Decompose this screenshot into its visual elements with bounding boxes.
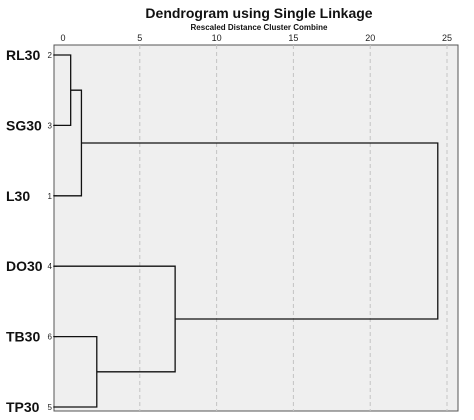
x-axis-ticks: 0 5 10 15 20 25	[60, 33, 452, 43]
plot-background	[53, 44, 459, 412]
leaf-label: L30	[6, 188, 30, 204]
chart-title: Dendrogram using Single Linkage	[145, 5, 373, 21]
x-tick-label: 10	[212, 33, 222, 43]
x-tick-label: 25	[442, 33, 452, 43]
x-tick-label: 5	[137, 33, 142, 43]
case-number: 2	[48, 51, 53, 60]
case-number: 5	[48, 403, 53, 412]
case-number: 1	[48, 192, 53, 201]
case-number: 4	[48, 262, 53, 271]
dendrogram-links	[54, 54, 439, 408]
leaf-label: RL30	[6, 47, 40, 63]
x-tick-label: 0	[60, 33, 65, 43]
merge-link	[81, 142, 439, 320]
leaf-label: DO30	[6, 258, 43, 274]
x-tick-label: 15	[288, 33, 298, 43]
case-number: 6	[48, 333, 53, 342]
case-number: 3	[48, 121, 53, 130]
leaf-label: SG30	[6, 117, 42, 133]
leaf-labels: RL30 2 SG30 3 L30 1 DO30 4 TB30 6 TP30 5	[6, 47, 57, 415]
leaf-label: TP30	[6, 399, 40, 415]
x-tick-label: 20	[365, 33, 375, 43]
chart-subtitle: Rescaled Distance Cluster Combine	[190, 23, 328, 32]
grid-lines	[139, 45, 448, 411]
leaf-label: TB30	[6, 329, 40, 345]
